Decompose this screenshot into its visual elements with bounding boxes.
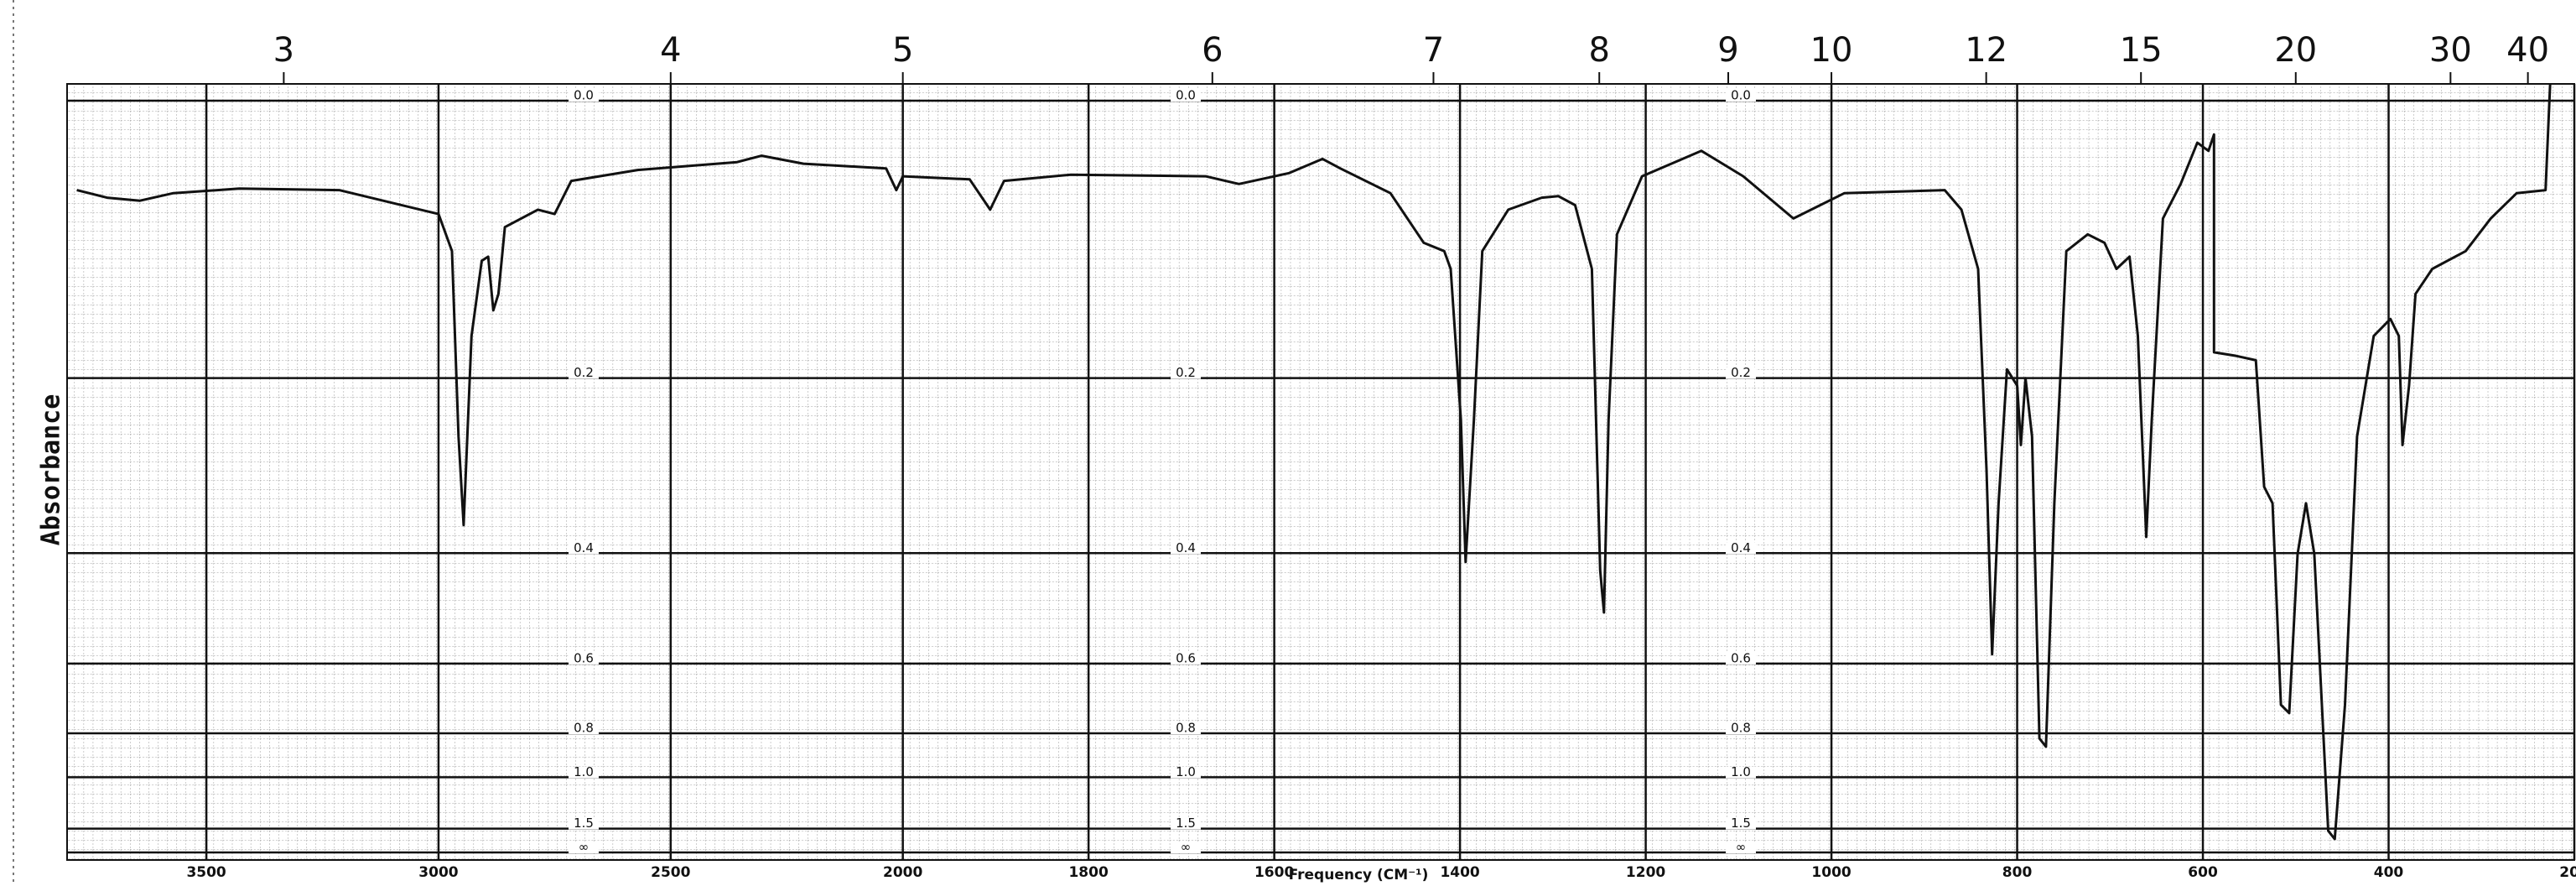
y-tick-label: 0.8 <box>574 720 594 735</box>
tick-label-bg <box>569 722 599 734</box>
tick-label-bg <box>1171 542 1201 555</box>
x-tick-label: 1400 <box>1440 864 1479 881</box>
y-tick-label: ∞ <box>1181 840 1192 855</box>
y-tick-label: 0.2 <box>1176 365 1196 380</box>
tick-label-bg <box>569 766 599 779</box>
x-axis-label: Frequency (CM⁻¹) <box>1289 867 1429 883</box>
y-tick-label: 1.0 <box>1176 764 1196 779</box>
tick-label-bg <box>1726 652 1756 664</box>
y-tick-label: 0.4 <box>1176 540 1196 555</box>
tick-label-bg <box>1726 367 1756 379</box>
y-tick-label: 1.0 <box>574 764 594 779</box>
y-tick-label: 1.5 <box>1731 816 1751 831</box>
tick-label-bg <box>569 367 599 379</box>
y-tick-label: 0.4 <box>574 540 594 555</box>
x-tick-label: 1600 <box>1254 864 1294 881</box>
tick-label-bg <box>1171 842 1201 853</box>
y-tick-label: 0.6 <box>1731 650 1751 665</box>
x-tick-label: 2000 <box>883 864 922 881</box>
x-tick-label: 1000 <box>1811 864 1851 881</box>
x-tick-label: 1800 <box>1068 864 1108 881</box>
x2-tick-label: 40 <box>2506 31 2549 70</box>
minor-grid <box>67 84 2574 860</box>
tick-label-bg <box>1726 842 1756 853</box>
x-tick-label: 400 <box>2374 864 2404 881</box>
x-tick-label: 2500 <box>651 864 690 881</box>
y-axis-label: Absorbance <box>37 394 66 546</box>
tick-label-bg <box>569 652 599 664</box>
tick-label-bg <box>569 90 599 102</box>
x2-tick-label: 15 <box>2120 31 2163 70</box>
y-tick-label: 0.8 <box>1176 720 1196 735</box>
y-tick-label: ∞ <box>579 840 589 855</box>
x2-tick-label: 20 <box>2274 31 2317 70</box>
x-tick-label: 3000 <box>418 864 458 881</box>
y-tick-label: 0.0 <box>574 88 594 103</box>
y-tick-label: 0.6 <box>574 650 594 665</box>
tick-label-bg <box>1171 367 1201 379</box>
x-tick-label: 800 <box>2002 864 2033 881</box>
y-tick-label: 1.5 <box>1176 816 1196 831</box>
tick-label-bg <box>569 542 599 555</box>
x2-tick-label: 30 <box>2429 31 2472 70</box>
x2-tick-label: 5 <box>892 31 913 70</box>
x-tick-label: 600 <box>2188 864 2218 881</box>
y-tick-label: ∞ <box>1736 840 1747 855</box>
y-tick-label: 0.6 <box>1176 650 1196 665</box>
x2-tick-label: 12 <box>1965 31 2007 70</box>
y-tick-label: 0.2 <box>1731 365 1751 380</box>
tick-label-bg <box>1171 722 1201 734</box>
x-tick-label: 200 <box>2559 864 2576 881</box>
y-tick-label: 0.0 <box>1731 88 1751 103</box>
tick-label-bg <box>1726 542 1756 555</box>
x2-tick-label: 9 <box>1717 31 1738 70</box>
tick-label-bg <box>1726 766 1756 779</box>
y-tick-label: 1.0 <box>1731 764 1751 779</box>
tick-label-bg <box>1726 722 1756 734</box>
x2-tick-label: 10 <box>1810 31 1853 70</box>
y-tick-label: 0.4 <box>1731 540 1751 555</box>
tick-label-bg <box>1171 817 1201 830</box>
tick-label-bg <box>1726 817 1756 830</box>
x2-tick-label: 7 <box>1423 31 1444 70</box>
x2-tick-label: 3 <box>273 31 294 70</box>
tick-label-bg <box>1171 766 1201 779</box>
y-tick-label: 0.0 <box>1176 88 1196 103</box>
tick-label-bg <box>1171 90 1201 102</box>
tick-label-bg <box>1726 90 1756 102</box>
y-tick-label: 1.5 <box>574 816 594 831</box>
x-tick-label: 1200 <box>1626 864 1665 881</box>
tick-label-bg <box>569 817 599 830</box>
x2-tick-label: 4 <box>660 31 681 70</box>
y-tick-label: 0.8 <box>1731 720 1751 735</box>
x2-tick-label: 8 <box>1588 31 1609 70</box>
tick-label-bg <box>1171 652 1201 664</box>
x-tick-label: 3500 <box>186 864 226 881</box>
tick-label-bg <box>569 842 599 853</box>
x2-tick-label: 6 <box>1202 31 1223 70</box>
y-tick-label: 0.2 <box>574 365 594 380</box>
spectrum-line <box>76 83 2552 841</box>
